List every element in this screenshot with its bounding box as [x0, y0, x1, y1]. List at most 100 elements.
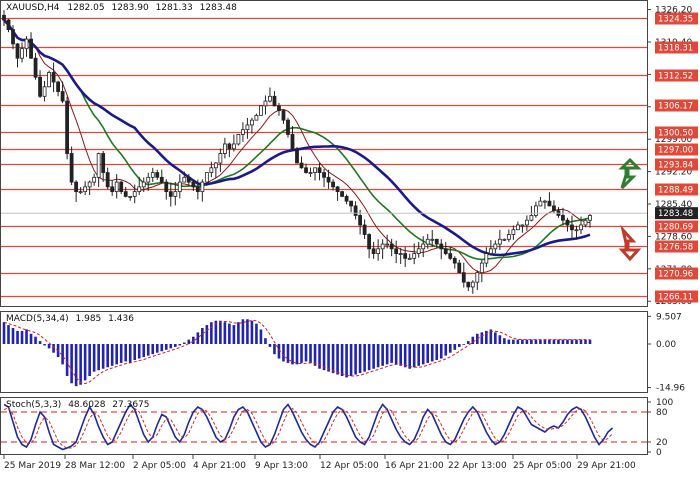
level-value: 1276.58	[658, 243, 693, 253]
candle	[362, 219, 367, 239]
macd-signal-value: 1.436	[108, 314, 134, 324]
macd-bar	[408, 344, 411, 369]
macd-bar	[173, 344, 177, 347]
candle	[20, 42, 24, 63]
candle	[69, 146, 74, 186]
macd-bar	[584, 339, 587, 344]
macd-bar	[309, 344, 312, 363]
candle	[150, 167, 155, 182]
moving-average-medium	[3, 19, 591, 261]
macd-bar	[412, 344, 416, 368]
candle	[443, 241, 448, 256]
candle	[534, 201, 538, 218]
macd-bar	[237, 322, 240, 344]
candle	[439, 239, 444, 260]
candle	[213, 162, 218, 179]
macd-bar	[557, 339, 560, 344]
candle	[173, 181, 178, 206]
macd-bar	[381, 344, 384, 366]
candle	[358, 209, 363, 235]
level-label: 1306.17	[655, 99, 698, 112]
macd-bar	[38, 341, 42, 344]
macd-bar	[88, 344, 91, 376]
candle	[209, 161, 214, 178]
candle	[520, 224, 525, 233]
macd-bar	[462, 344, 466, 345]
candle	[529, 206, 534, 222]
macd-bar	[20, 330, 24, 344]
candle	[78, 186, 83, 195]
candle	[281, 109, 286, 124]
candle	[326, 169, 331, 189]
candle	[452, 256, 457, 269]
macd-bar	[273, 344, 276, 355]
candle	[236, 134, 241, 146]
ohlc-open: 1282.05	[67, 3, 104, 13]
macd-bar	[201, 328, 204, 344]
macd-bar	[390, 344, 393, 363]
candle	[191, 179, 196, 191]
macd-bar	[304, 344, 308, 362]
macd-name: MACD(5,34,4)	[6, 314, 69, 324]
macd-bar	[277, 344, 281, 359]
macd-bar	[97, 344, 100, 371]
candle	[195, 179, 200, 200]
stoch-name: Stoch(5,3,3)	[6, 400, 61, 410]
candle	[56, 80, 60, 97]
candle	[335, 186, 340, 201]
macd-bar	[119, 344, 123, 363]
macd-bar	[155, 344, 159, 353]
macd-bar	[322, 344, 326, 371]
candle	[376, 239, 381, 261]
macd-bar	[47, 344, 51, 349]
candle	[389, 238, 394, 257]
macd-bar	[164, 344, 168, 350]
macd-bar	[367, 344, 371, 371]
candle	[407, 253, 412, 260]
price-tick-label: 1278.60	[655, 232, 692, 242]
candle	[186, 173, 191, 186]
candle	[250, 117, 254, 134]
candle	[263, 95, 268, 115]
macd-bar	[399, 344, 402, 366]
stoch-signal-line	[3, 407, 613, 449]
macd-bar	[43, 344, 46, 346]
candle	[403, 246, 408, 268]
candlesticks	[2, 10, 592, 294]
level-value: 1293.84	[658, 161, 693, 171]
macd-bar	[92, 344, 96, 372]
macd-bar	[516, 339, 520, 344]
candle	[515, 221, 520, 231]
candle	[457, 259, 462, 274]
candle	[92, 173, 97, 186]
macd-bar	[466, 341, 470, 344]
time-tick-label: 28 Mar 12:00	[65, 461, 125, 471]
macd-bar	[250, 320, 254, 344]
candle	[313, 167, 317, 181]
candle	[141, 177, 146, 193]
macd-bar	[363, 344, 366, 372]
candle	[308, 167, 313, 177]
candle	[317, 163, 322, 181]
stoch-levels	[1, 411, 647, 443]
candle	[87, 180, 92, 195]
macd-bar	[128, 344, 132, 363]
time-tick-label: 9 Apr 13:00	[255, 461, 308, 471]
candle	[398, 247, 403, 264]
candle	[497, 229, 502, 251]
candle	[286, 117, 290, 138]
candle	[416, 241, 421, 258]
candle	[128, 195, 133, 201]
macd-bar	[579, 339, 583, 344]
macd-bar	[205, 325, 209, 344]
candle	[83, 181, 88, 196]
macd-bar	[453, 344, 457, 350]
time-tick-label: 12 Apr 05:00	[320, 461, 379, 471]
level-label: 1280.69	[655, 220, 698, 233]
price-tick-label: 1285.40	[655, 200, 692, 210]
macd-signal-line	[3, 319, 590, 385]
level-label: 1297.00	[655, 143, 698, 156]
candle	[222, 137, 227, 159]
macd-histogram	[2, 319, 592, 387]
time-tick-label: 2 Apr 05:00	[133, 461, 186, 471]
